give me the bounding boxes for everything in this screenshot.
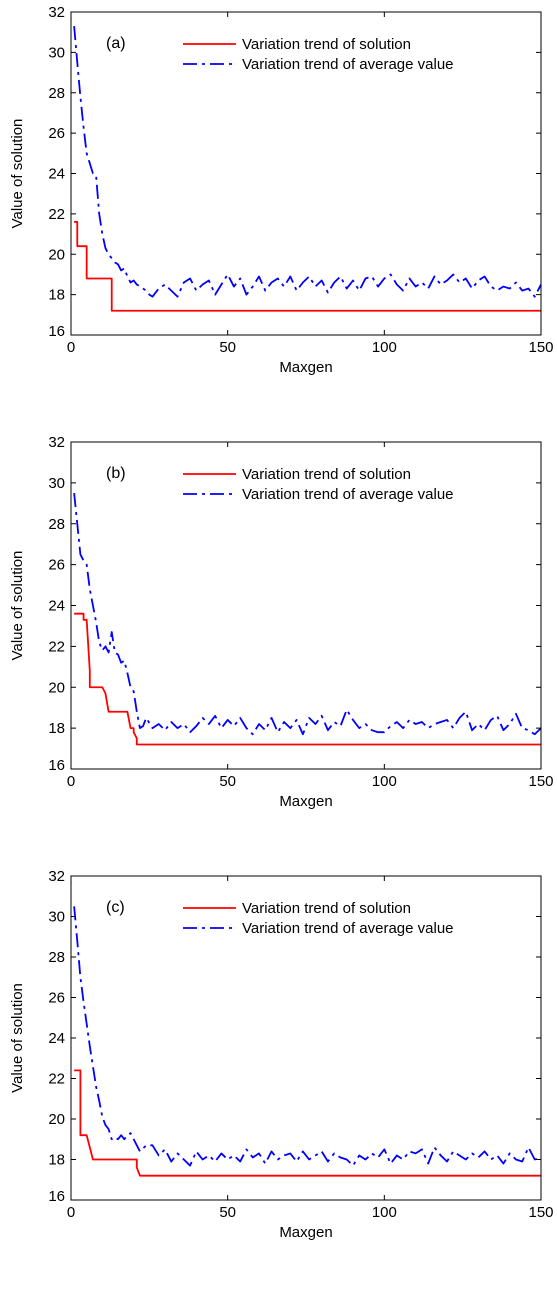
x-tick-label: 0 [67,773,75,790]
legend-label: Variation trend of average value [242,56,454,73]
y-tick-label: 24 [48,1030,65,1047]
y-tick-label: 16 [48,1188,65,1205]
legend-label: Variation trend of average value [242,920,454,937]
x-tick-label: 50 [219,1204,236,1221]
y-tick-label: 32 [48,434,65,451]
panel-label: (b) [106,465,126,482]
y-tick-label: 18 [48,720,65,737]
series-line-solution [74,612,541,746]
y-tick-label: 24 [48,166,65,183]
x-tick-label: 150 [528,773,553,790]
x-tick-label: 50 [219,339,236,356]
y-tick-label: 20 [48,1111,65,1128]
y-tick-label: 30 [48,44,65,61]
chart-panel: 16 18 20 22 24 26 28 30 32 0 50 100 150 Maxgen Value o… [9,434,554,810]
legend-label: Variation trend of solution [242,36,411,53]
y-tick-label: 26 [48,125,65,142]
chart-panel: 16 18 20 22 24 26 28 30 32 0 50 100 150 Maxgen Value o… [9,868,554,1241]
series-line-average [73,492,542,736]
x-tick-label: 100 [372,339,397,356]
y-tick-label: 32 [48,868,65,885]
y-axis-label: Value of solution [9,551,26,661]
y-tick-label: 22 [48,638,65,655]
series-line-average [73,26,542,298]
y-tick-label: 28 [48,949,65,966]
series-line-solution [74,221,541,312]
y-tick-label: 16 [48,323,65,340]
x-tick-label: 50 [219,773,236,790]
y-tick-label: 20 [48,679,65,696]
x-tick-label: 0 [67,339,75,356]
x-axis-label: Maxgen [279,793,332,810]
x-tick-label: 150 [528,339,553,356]
y-tick-label: 26 [48,557,65,574]
x-tick-label: 100 [372,773,397,790]
panel-label: (c) [106,899,125,916]
y-tick-label: 22 [48,206,65,223]
y-tick-label: 32 [48,4,65,21]
series-line-average [73,906,542,1167]
y-tick-label: 20 [48,246,65,263]
y-tick-label: 28 [48,516,65,533]
y-tick-label: 26 [48,990,65,1007]
x-tick-label: 0 [67,1204,75,1221]
legend-label: Variation trend of solution [242,466,411,483]
y-axis-label: Value of solution [9,119,26,229]
legend-label: Variation trend of solution [242,900,411,917]
y-tick-label: 30 [48,475,65,492]
y-tick-label: 18 [48,287,65,304]
y-axis-label: Value of solution [9,983,26,1093]
y-tick-label: 18 [48,1152,65,1169]
chart-panel: 16 18 20 22 24 26 28 30 32 0 50 100 150 Maxgen Value o… [9,4,554,376]
x-tick-label: 150 [528,1204,553,1221]
y-tick-label: 28 [48,85,65,102]
y-tick-label: 22 [48,1071,65,1088]
y-tick-label: 16 [48,757,65,774]
y-tick-label: 24 [48,598,65,615]
panel-label: (a) [106,35,126,52]
y-tick-label: 30 [48,909,65,926]
series-line-solution [74,1069,541,1177]
x-tick-label: 100 [372,1204,397,1221]
x-axis-label: Maxgen [279,1224,332,1241]
legend-label: Variation trend of average value [242,486,454,503]
x-axis-label: Maxgen [279,359,332,376]
